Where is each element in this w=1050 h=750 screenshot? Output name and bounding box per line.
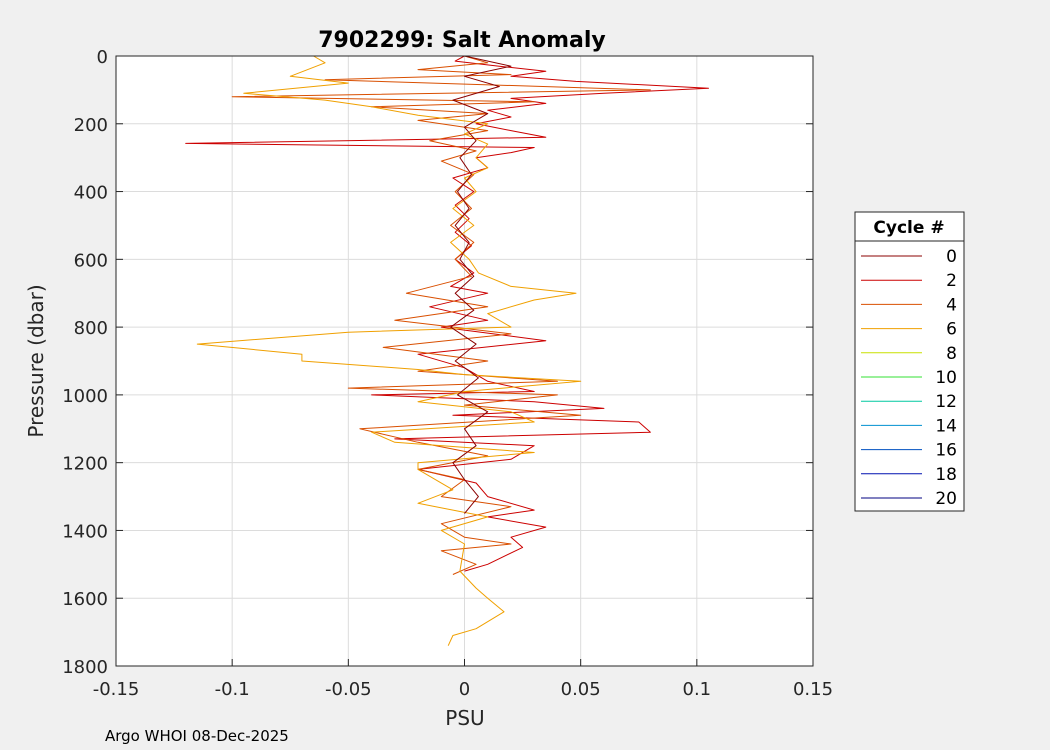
y-tick-label: 800 xyxy=(74,318,108,339)
y-tick-label: 200 xyxy=(74,115,108,136)
legend-label: 12 xyxy=(935,392,957,412)
x-tick-label: -0.05 xyxy=(325,679,372,700)
legend-label: 8 xyxy=(946,344,957,364)
x-tick-label: 0 xyxy=(459,679,470,700)
ticks: -0.15 -0.1 -0.05 0 0.05 0.1 0.15 0 200 400 600 800 1… xyxy=(62,47,833,700)
legend-label: 0 xyxy=(946,247,957,267)
chart-title: 7902299: Salt Anomaly xyxy=(318,28,605,53)
y-tick-label: 600 xyxy=(74,250,108,271)
y-tick-label: 1000 xyxy=(62,386,108,407)
series-line-cycle-2 xyxy=(185,55,709,572)
series-line-cycle-6 xyxy=(196,55,582,646)
x-tick-label: 0.1 xyxy=(683,679,712,700)
legend-label: 18 xyxy=(935,465,957,485)
y-tick-label: 1400 xyxy=(62,521,108,542)
y-tick-label: 1600 xyxy=(62,589,108,610)
x-tick-label: 0.05 xyxy=(561,679,601,700)
legend-box xyxy=(854,211,965,512)
legend-label: 6 xyxy=(946,320,957,340)
y-axis-label: Pressure (dbar) xyxy=(24,284,48,437)
legend: Cycle # 0 2 4 6 8 10 12 14 16 18 20 xyxy=(854,211,965,512)
y-tick-label: 400 xyxy=(74,183,108,204)
footer-credit: Argo WHOI 08-Dec-2025 xyxy=(105,727,289,745)
series-line-cycle-0 xyxy=(450,55,512,514)
y-tick-label: 1200 xyxy=(62,454,108,475)
x-tick-label: -0.15 xyxy=(93,679,140,700)
series-layer xyxy=(185,55,709,646)
x-axis-label: PSU xyxy=(445,706,484,730)
legend-label: 10 xyxy=(935,368,957,388)
legend-label: 20 xyxy=(935,489,957,509)
legend-label: 16 xyxy=(935,441,957,461)
legend-label: 14 xyxy=(935,416,957,436)
y-tick-label: 0 xyxy=(97,47,108,68)
legend-title: Cycle # xyxy=(873,218,944,238)
y-tick-label: 1800 xyxy=(62,657,108,678)
x-tick-label: -0.1 xyxy=(215,679,250,700)
legend-label: 2 xyxy=(946,271,957,291)
series-line-cycle-4 xyxy=(231,55,651,575)
x-tick-label: 0.15 xyxy=(793,679,833,700)
legend-label: 4 xyxy=(946,295,957,315)
